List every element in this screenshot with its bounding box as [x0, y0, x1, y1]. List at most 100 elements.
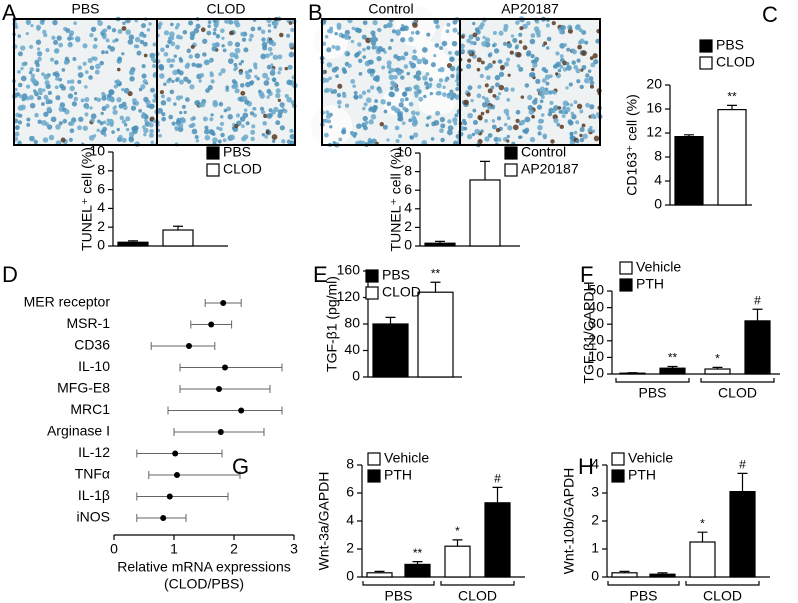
cell: [344, 35, 349, 40]
cell: [220, 68, 226, 74]
cell: [353, 90, 358, 95]
cell: [545, 46, 550, 50]
cell: [362, 47, 366, 52]
cell: [589, 84, 595, 89]
y-tick-label: 2: [591, 512, 599, 528]
cell: [105, 104, 110, 109]
cell: [60, 85, 67, 91]
y-axis-label: TGF-β1 (pg/ml): [324, 276, 340, 372]
cell: [569, 132, 574, 137]
cell: [454, 50, 461, 56]
cell: [382, 124, 388, 130]
cell: [143, 132, 147, 137]
category-label: CD36: [74, 337, 110, 353]
cell: [566, 47, 571, 52]
cell: [565, 106, 571, 112]
cell: [105, 38, 110, 43]
dot: [222, 364, 228, 371]
cell: [364, 120, 369, 125]
cell: [527, 104, 533, 111]
cell: [394, 86, 400, 92]
cell: [571, 114, 577, 120]
dot: [217, 429, 224, 435]
cell: [408, 118, 413, 123]
cell: [393, 74, 398, 80]
cell: [245, 73, 252, 80]
y-tick-label: 120: [337, 288, 361, 304]
cell: [62, 118, 68, 124]
cell: [430, 62, 436, 68]
cell: [524, 116, 531, 123]
cell: [394, 125, 400, 131]
cell: [260, 109, 266, 115]
cell: [388, 46, 392, 50]
cell: [487, 133, 493, 138]
cell: [111, 130, 115, 134]
y-tick-label: 3: [591, 484, 599, 500]
cell: [112, 106, 116, 111]
cell: [46, 106, 52, 112]
cell: [573, 64, 578, 70]
cell: [131, 98, 137, 103]
cell: [410, 31, 415, 35]
cell: [82, 43, 88, 49]
cell: [411, 115, 416, 120]
cell: [522, 45, 528, 51]
cell: [262, 121, 268, 126]
cell: [160, 47, 165, 53]
cell: [90, 26, 97, 32]
cell: [430, 137, 435, 141]
cell: [286, 79, 293, 86]
cell: [530, 33, 536, 38]
cell: [447, 119, 452, 124]
cell: [450, 73, 455, 79]
cell: [28, 70, 33, 75]
cell: [493, 48, 500, 54]
cell: [160, 100, 167, 106]
cell: [190, 44, 195, 49]
cell: [484, 97, 489, 102]
category-label: IL-1β: [78, 487, 110, 503]
legend-label: Control: [521, 144, 566, 160]
cell: [130, 105, 137, 111]
cell: [413, 90, 419, 96]
bar: [649, 573, 676, 578]
cell: [233, 62, 238, 67]
cell: [447, 125, 454, 131]
cell: [490, 85, 495, 90]
legend-label: CLOD: [223, 161, 262, 177]
cell: [491, 124, 497, 130]
cell: [158, 133, 162, 138]
cell: [334, 31, 338, 36]
cell: [241, 37, 247, 42]
cell: [41, 102, 45, 106]
cell: [472, 119, 478, 126]
y-axis-label: CD163⁺ cell (%): [624, 94, 640, 196]
cell: [437, 68, 442, 72]
cell: [200, 27, 206, 33]
group-bracket: [615, 378, 690, 383]
cell: [286, 139, 292, 144]
significance-mark: *: [715, 352, 720, 366]
cell: [106, 93, 111, 98]
cell: [251, 124, 256, 129]
cell: [141, 112, 146, 116]
cell: [279, 32, 284, 38]
y-tick-label: 20: [646, 76, 662, 92]
cell: [537, 124, 543, 131]
cell: [590, 62, 596, 68]
cell: [577, 44, 583, 50]
cell: [77, 72, 84, 78]
cell: [361, 90, 367, 95]
cell: [101, 50, 105, 55]
cell: [88, 75, 93, 80]
cell: [494, 74, 501, 81]
cell: [58, 121, 63, 126]
cell: [582, 133, 588, 139]
y-tick-label: 2: [346, 540, 354, 556]
cell: [77, 79, 82, 85]
cell: [266, 77, 270, 81]
cell: [170, 58, 176, 63]
cell: [526, 50, 532, 56]
